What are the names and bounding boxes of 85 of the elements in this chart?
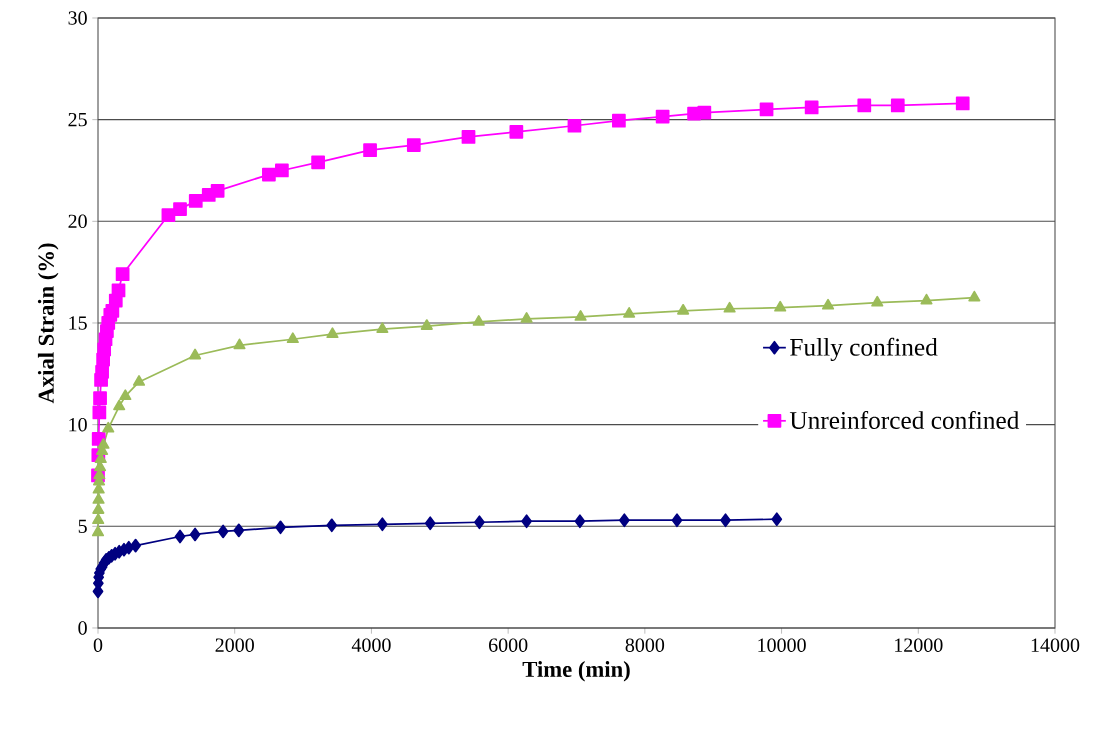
point (821, 298, 835, 310)
point (210, 183, 225, 198)
y-tick-label: 30 (68, 11, 87, 25)
x-tick-label: 0 (93, 638, 103, 652)
point (174, 529, 186, 544)
point (871, 295, 884, 307)
legend-label: Unreinforced confined (789, 410, 1020, 429)
point (111, 283, 126, 298)
point (113, 399, 126, 411)
point (472, 315, 485, 326)
point (93, 391, 107, 406)
point (890, 98, 905, 113)
point (720, 513, 731, 528)
y-tick-label: 25 (68, 112, 87, 127)
point (189, 527, 201, 542)
point (173, 202, 187, 216)
point (574, 514, 586, 529)
x-tick-label: 10000 (758, 638, 806, 652)
point (623, 306, 636, 318)
x-tick-label: 8000 (625, 638, 665, 652)
point (509, 124, 524, 139)
point (697, 105, 712, 120)
legend-label: Fully confined (790, 337, 938, 362)
x-tick-label: 14000 (1031, 638, 1080, 652)
point (275, 163, 289, 178)
point (574, 310, 587, 321)
point (804, 100, 819, 115)
point (677, 303, 690, 315)
x-tick-label: 6000 (489, 638, 528, 652)
point (655, 109, 670, 124)
point (671, 513, 683, 528)
point (189, 348, 202, 360)
point (920, 293, 933, 305)
point (115, 267, 130, 282)
point (376, 322, 389, 333)
point (286, 332, 299, 344)
point (188, 194, 203, 208)
point (461, 130, 476, 144)
point (132, 375, 146, 386)
point (968, 290, 981, 302)
y-axis-title: Axial Strain (%) (37, 243, 59, 404)
point (759, 102, 774, 117)
point (520, 312, 533, 323)
point (92, 503, 105, 514)
point (326, 518, 338, 533)
y-tick-label: 10 (69, 417, 87, 432)
point (424, 516, 436, 531)
point (311, 155, 325, 170)
x-axis-title: Time (min) (522, 661, 630, 682)
point (377, 517, 388, 532)
point (618, 513, 630, 528)
point (92, 493, 105, 504)
x-tick-label: 12000 (895, 638, 943, 652)
point (326, 327, 339, 339)
point (723, 301, 736, 313)
x-tick-label: 2000 (215, 638, 254, 652)
point (91, 525, 105, 537)
point (102, 421, 115, 433)
point (771, 512, 783, 527)
point (567, 118, 582, 133)
point (97, 438, 110, 449)
point (521, 514, 532, 529)
x-tick-label: 4000 (351, 638, 391, 652)
point (119, 389, 132, 401)
point (420, 319, 433, 330)
point (275, 520, 286, 535)
y-tick-label: 5 (78, 519, 87, 533)
point (363, 143, 377, 158)
point (92, 513, 105, 525)
point (130, 538, 141, 553)
point (233, 338, 246, 350)
point (857, 98, 872, 113)
point (474, 515, 485, 530)
point (92, 405, 107, 420)
point (774, 300, 787, 312)
point (262, 167, 276, 182)
point (233, 523, 245, 538)
point (612, 113, 626, 128)
point (955, 96, 970, 111)
point (95, 364, 109, 379)
y-tick-label: 20 (68, 214, 87, 229)
y-tick-label: 0 (78, 621, 87, 635)
point (406, 138, 421, 152)
y-tick-label: 15 (69, 316, 87, 330)
point (217, 524, 229, 539)
